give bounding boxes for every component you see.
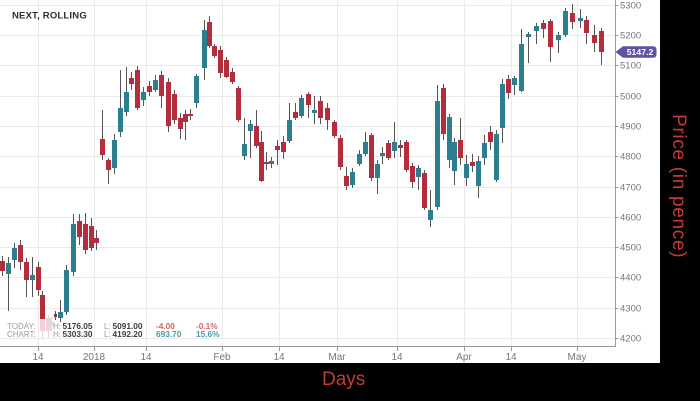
svg-text:L:: L: — [104, 322, 111, 331]
svg-text:4600: 4600 — [620, 213, 641, 224]
svg-text:14: 14 — [505, 352, 517, 363]
svg-text:4192.20: 4192.20 — [113, 329, 143, 339]
svg-text:TODAY:: TODAY: — [7, 322, 36, 331]
svg-text:14: 14 — [32, 352, 44, 363]
svg-text:Mar: Mar — [328, 352, 346, 363]
svg-text:H:: H: — [53, 322, 61, 331]
svg-text:4800: 4800 — [620, 152, 641, 163]
svg-text:14: 14 — [273, 352, 285, 363]
svg-text:5000: 5000 — [620, 92, 641, 103]
svg-text:4900: 4900 — [620, 122, 641, 133]
svg-text:4200: 4200 — [620, 334, 641, 345]
svg-text:4700: 4700 — [620, 183, 641, 194]
svg-text:5091.00: 5091.00 — [113, 321, 143, 331]
svg-text:L:: L: — [104, 330, 111, 339]
svg-text:5147.2: 5147.2 — [627, 47, 654, 57]
svg-text:4400: 4400 — [620, 273, 641, 284]
svg-text:4300: 4300 — [620, 304, 641, 315]
svg-text:Feb: Feb — [213, 352, 231, 363]
svg-text:Apr: Apr — [456, 352, 472, 363]
svg-text:May: May — [568, 352, 587, 363]
svg-text:4500: 4500 — [620, 243, 641, 254]
svg-text:5200: 5200 — [620, 31, 641, 42]
svg-text:-0.1%: -0.1% — [196, 321, 218, 331]
svg-text:-4.00: -4.00 — [156, 321, 175, 331]
svg-text:H:: H: — [53, 330, 61, 339]
svg-text:CHART:: CHART: — [7, 330, 36, 339]
svg-text:5100: 5100 — [620, 61, 641, 72]
svg-text:14: 14 — [391, 352, 403, 363]
svg-text:5300: 5300 — [620, 1, 641, 12]
svg-text:14: 14 — [140, 352, 152, 363]
svg-text:2018: 2018 — [83, 352, 106, 363]
svg-text:NEXT, ROLLING: NEXT, ROLLING — [12, 11, 87, 22]
svg-text:5303.30: 5303.30 — [63, 329, 93, 339]
svg-text:5176.05: 5176.05 — [63, 321, 93, 331]
svg-text:693.70: 693.70 — [156, 329, 182, 339]
svg-text:15.6%: 15.6% — [196, 329, 220, 339]
